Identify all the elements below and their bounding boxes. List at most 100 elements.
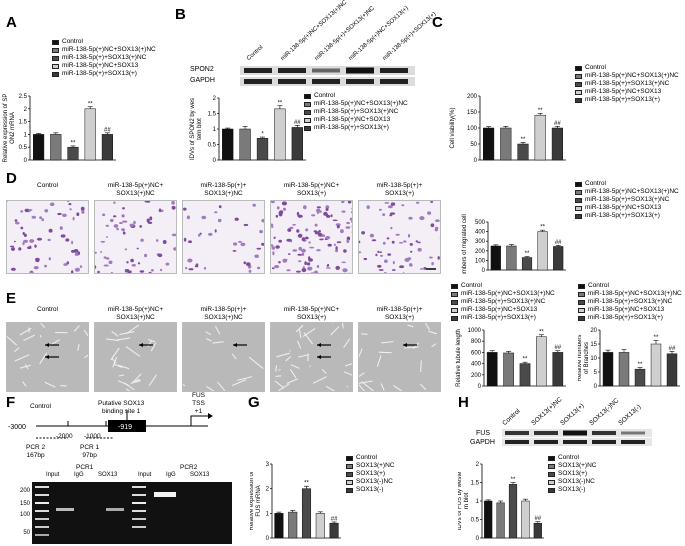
y-tick-label: 0.5: [471, 518, 480, 524]
legend-swatch: [578, 307, 585, 313]
y-axis-label: IDVs of FUS by western blot: [458, 471, 470, 530]
legend-label: SOX13(+)NC: [558, 462, 597, 469]
blot-b-band1-label: SPON2: [190, 66, 214, 73]
bar: [50, 134, 62, 161]
y-tick-label: 400: [475, 230, 486, 236]
y-tick-label: 400: [471, 362, 482, 368]
legend-label: miR-138-5p(+)NC+SOX13(+)NC: [314, 100, 408, 107]
gel-group-pcr1: PCR1: [76, 464, 94, 471]
gel-lane-label: IgG: [74, 472, 84, 478]
legend-label: SOX13(+)NC: [356, 462, 395, 469]
legend-label: Control: [461, 282, 482, 289]
significance-label: **: [538, 108, 543, 114]
gel-lane-label: Input: [46, 472, 60, 478]
y-axis-label: Relative expression of SPON2 mRNA: [3, 94, 16, 163]
legend-item: miR-138-5p(+)+SOX13(+)NC: [304, 108, 408, 116]
legend-label: miR-138-5p(+)+SOX13(+)NC: [585, 196, 670, 203]
bar: [650, 343, 662, 387]
legend-label: Control: [314, 92, 335, 99]
bar: [634, 368, 646, 387]
lane-label: miR-138-5p(+)NC+SOX13(+)NC: [279, 0, 349, 63]
legend-swatch: [52, 71, 59, 77]
migration-image: [94, 200, 177, 274]
legend-item: miR-138-5p(+)NC+SOX13: [578, 306, 682, 314]
gel-lane-label: Input: [138, 472, 152, 478]
legend-label: miR-138-5p(+)+SOX13(+)NC: [314, 108, 399, 115]
legend-swatch: [52, 39, 59, 45]
chip-gel: PCR1 PCR2 Input IgG SOX13 Input IgG SOX13 200…: [14, 464, 234, 546]
bar: [666, 353, 678, 387]
legend-item: SOX13(+)NC: [548, 462, 596, 470]
y-tick-label: 0.5: [19, 145, 28, 151]
legend-a: Control miR-138-5p(+)NC+SOX13(+)NC miR-138…: [52, 38, 156, 78]
legend-label: SOX13(-): [558, 486, 586, 493]
lane-label: SOX13(+): [559, 402, 586, 427]
legend-label: miR-138-5p(+)+SOX13(+)NC: [588, 298, 673, 305]
y-tick-label: 200: [467, 94, 478, 100]
micrograph-label: miR-138-5p(+)NC+ SOX13(+): [283, 306, 340, 321]
y-tick-label: 150: [467, 110, 478, 116]
bar: [602, 352, 614, 387]
legend-item: SOX13(-): [346, 486, 394, 494]
bar: [486, 352, 498, 387]
legend-item: miR-138-5p(+)+SOX13(+)NC: [52, 54, 156, 62]
legend-label: miR-138-5p(+)+SOX13(+)NC: [585, 80, 670, 87]
blot-h-lane-labels: Control SOX13(+)NC SOX13(+) SOX13(-)NC SOX13…: [500, 396, 660, 428]
bar: [84, 108, 96, 161]
significance-label: ##: [554, 121, 561, 127]
legend-item: miR-138-5p(+)NC+SOX13: [304, 116, 408, 124]
legend-h: Control SOX13(+)NC SOX13(+) SOX13(-)NC SOX13…: [548, 454, 596, 494]
legend-swatch: [304, 93, 311, 99]
bar: [301, 488, 312, 539]
legend-label: SOX13(+): [356, 470, 386, 477]
legend-e2: Control miR-138-5p(+)NC+SOX13(+)NC miR-138…: [578, 282, 682, 322]
migration-image: [182, 200, 265, 274]
y-axis-label: Cell viability(%): [450, 107, 456, 148]
legend-item: miR-138-5p(+)+SOX13(+)NC: [575, 80, 679, 88]
lane-label: miR-138-5p(+)NC+SOX13(+): [347, 5, 410, 63]
blot-h-band1-label: FUS: [476, 430, 490, 437]
gel-ladder-label: 200: [19, 488, 30, 494]
legend-swatch: [578, 299, 585, 305]
y-axis-label: Relative numbersof Branches: [578, 335, 590, 382]
promoter-start: -3000: [8, 424, 26, 431]
pcr1-label: PCR 1 97bp: [80, 444, 100, 459]
legend-e1: Control miR-138-5p(+)NC+SOX13(+)NC miR-138…: [451, 282, 555, 322]
fus-tss-label: FUS TSS +1: [192, 392, 205, 415]
significance-label: ##: [331, 516, 338, 522]
y-tick-label: 800: [471, 339, 482, 345]
legend-item: SOX13(-)NC: [548, 478, 596, 486]
legend-item: Control: [346, 454, 394, 462]
legend-item: SOX13(-)NC: [346, 478, 394, 486]
chart-e1: 0 200 400 600 800 1000 Relative tubule length *…: [456, 328, 566, 390]
bar: [315, 513, 325, 539]
bar: [274, 108, 286, 161]
micrograph-label: miR-138-5p(+)NC+ SOX13(+)NC: [107, 306, 164, 321]
gel-lane-label: IgG: [166, 472, 176, 478]
legend-item: miR-138-5p(+)NC+SOX13(+)NC: [52, 46, 156, 54]
bar: [496, 502, 505, 539]
legend-swatch: [575, 89, 582, 95]
legend-label: Control: [588, 282, 609, 289]
blot-b-bands: [240, 66, 415, 86]
y-tick-label: 2: [266, 487, 270, 493]
legend-swatch: [346, 471, 353, 477]
legend-swatch: [304, 125, 311, 131]
gel-lane-label: SOX13: [190, 472, 210, 478]
bar: [503, 352, 514, 387]
y-tick-label: 300: [475, 239, 486, 245]
y-tick-label: 1.5: [208, 112, 217, 118]
bar: [490, 245, 501, 271]
micrograph-label: miR-138-5p(+)+ SOX13(+): [376, 182, 423, 197]
legend-swatch: [575, 205, 582, 211]
panel-label-a: A: [6, 14, 17, 31]
gel-ladder-label: 150: [19, 501, 30, 507]
significance-label: ##: [294, 120, 301, 126]
significance-label: ##: [104, 127, 111, 133]
legend-item: Control: [575, 64, 679, 72]
legend-swatch: [451, 307, 458, 313]
legend-item: Control: [548, 454, 596, 462]
bar: [67, 146, 79, 161]
y-tick-label: 0: [474, 158, 478, 164]
